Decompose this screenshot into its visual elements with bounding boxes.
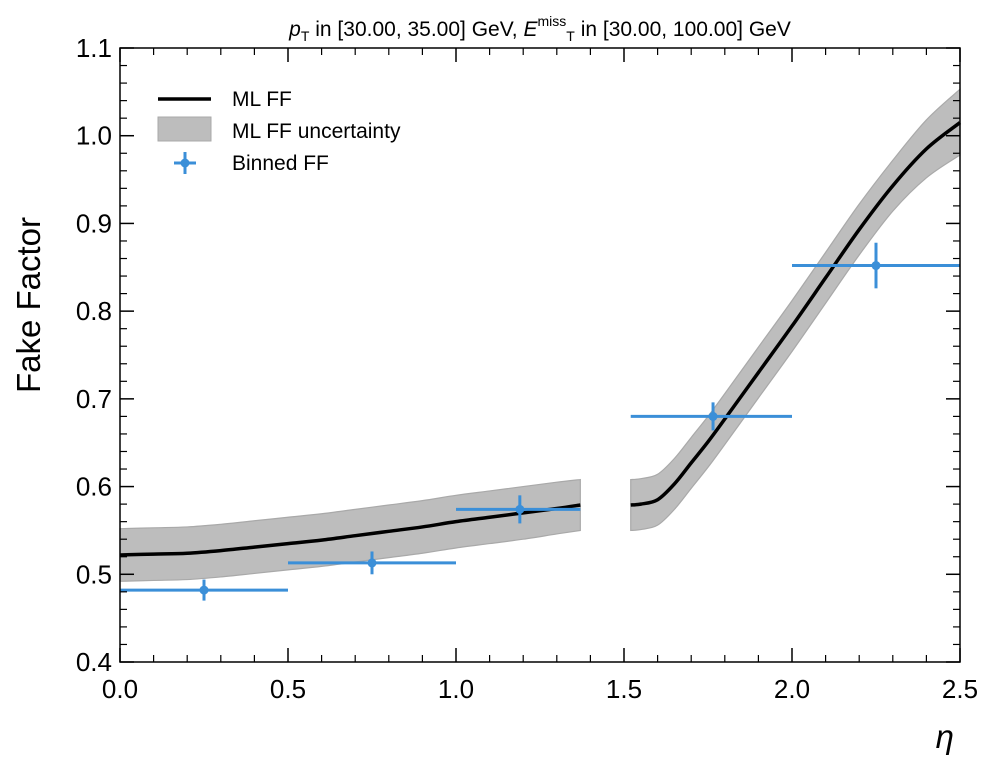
uncertainty-band-segment-0 <box>119 478 581 582</box>
binned-ff-point-0 <box>120 579 288 601</box>
legend-uncertainty-label: ML FF uncertainty <box>232 120 401 143</box>
binned-ff-marker-3 <box>708 411 718 421</box>
y-tick-label-1: 0.5 <box>76 559 112 589</box>
legend-uncertainty-swatch <box>157 116 212 142</box>
plot-frame <box>119 47 961 663</box>
chart-title: pT in [30.00, 35.00] GeV, EmissT in [30.… <box>288 13 791 44</box>
title-met-subscript: T <box>566 28 575 44</box>
binned-ff-point-4 <box>792 242 960 289</box>
y-tick-label-3: 0.7 <box>76 384 112 414</box>
x-tick-label-5: 2.5 <box>942 674 978 704</box>
binned-ff-marker-1 <box>367 558 377 568</box>
binned-ff-point-2 <box>456 495 581 524</box>
uncertainty-band-segment-1 <box>630 87 961 532</box>
title-met-symbol: E <box>523 18 538 41</box>
y-tick-label-0: 0.4 <box>76 647 112 677</box>
title-met-range: in [30.00, 100.00] GeV <box>581 18 791 41</box>
legend: ML FF ML FF uncertainty Binned FF <box>157 88 401 175</box>
x-tick-label-2: 1.0 <box>438 674 474 704</box>
x-tick-label-1: 0.5 <box>270 674 306 704</box>
y-tick-label-6: 1.0 <box>76 121 112 151</box>
legend-binned-ff-swatch <box>174 152 196 174</box>
x-tick-label-3: 1.5 <box>606 674 642 704</box>
x-tick-label-4: 2.0 <box>774 674 810 704</box>
binned-ff-point-3 <box>630 402 792 431</box>
ml-ff-line-segment-0 <box>119 503 581 557</box>
title-pt-subscript: T <box>301 28 310 44</box>
binned-ff-layer <box>120 242 960 601</box>
ml-ff-line-layer <box>119 121 962 557</box>
binned-ff-marker-0 <box>199 585 209 595</box>
axis-ticks-layer: 0.0 0.5 1.0 1.5 2.0 2.5 0.4 0.5 0.6 0.7 0.8 0.9 1.0 1… <box>76 33 978 704</box>
legend-binned-ff-dot <box>180 158 190 168</box>
legend-binned-ff-label: Binned FF <box>232 152 329 175</box>
y-axis-label: Fake Factor <box>10 217 47 393</box>
title-pt-symbol: p <box>288 18 301 41</box>
title-pt-range: in [30.00, 35.00] GeV, <box>315 18 517 41</box>
x-axis-label: η <box>936 718 954 755</box>
y-tick-label-2: 0.6 <box>76 472 112 502</box>
ml-ff-line-segment-1 <box>630 121 962 507</box>
binned-ff-marker-4 <box>871 261 881 271</box>
x-tick-label-0: 0.0 <box>102 674 138 704</box>
y-tick-label-5: 0.9 <box>76 208 112 238</box>
y-tick-label-7: 1.1 <box>76 33 112 63</box>
y-tick-label-4: 0.8 <box>76 296 112 326</box>
title-met-superscript: miss <box>538 13 567 29</box>
binned-ff-marker-2 <box>515 504 525 514</box>
binned-ff-point-1 <box>288 551 456 575</box>
legend-ml-ff-label: ML FF <box>232 88 292 111</box>
